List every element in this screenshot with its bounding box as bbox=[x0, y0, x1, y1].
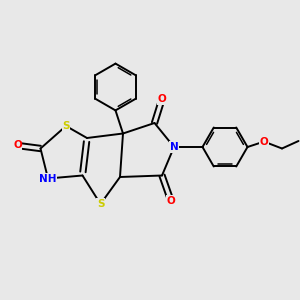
Text: O: O bbox=[260, 136, 268, 147]
Text: O: O bbox=[167, 196, 176, 206]
Text: NH: NH bbox=[39, 173, 57, 184]
Text: O: O bbox=[158, 94, 166, 104]
Text: N: N bbox=[169, 142, 178, 152]
Text: S: S bbox=[97, 199, 104, 209]
Text: O: O bbox=[13, 140, 22, 151]
Text: S: S bbox=[62, 121, 70, 131]
